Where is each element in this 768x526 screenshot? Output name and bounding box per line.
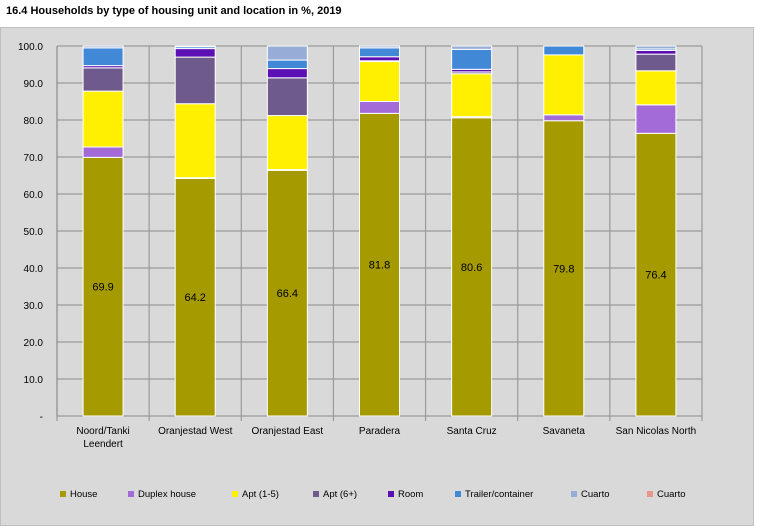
bar-segment-house (82, 156, 124, 417)
bar-segment-apt-1-5- (174, 103, 216, 179)
y-tick-label: 10.0 (24, 375, 44, 386)
y-tick-label: 70.0 (24, 153, 44, 164)
bar-segment-room (266, 68, 308, 79)
legend-label: Cuarto (657, 489, 686, 500)
legend-swatch (571, 491, 577, 497)
y-tick-label: 100.0 (18, 42, 43, 53)
x-tick-label: Leendert (83, 439, 123, 450)
legend-label: Cuarto (581, 489, 610, 500)
bar-segment-cuarto (451, 45, 493, 50)
bar-segment-house (174, 177, 216, 417)
legend-swatch (313, 491, 319, 497)
bar-segment-house (266, 169, 308, 417)
y-tick-label: 40.0 (24, 264, 44, 275)
bar-segment-room (359, 56, 400, 62)
legend-swatch (388, 491, 394, 497)
bar-segment-apt-6- (82, 67, 124, 92)
bar-segment-room (635, 49, 677, 55)
legend-swatch (232, 491, 238, 497)
x-tick-label: Savaneta (543, 426, 586, 437)
y-tick-label: 50.0 (24, 227, 44, 238)
legend-swatch (60, 491, 66, 497)
bar-segment-apt-1-5- (451, 73, 493, 118)
legend-swatch (455, 491, 461, 497)
data-label: 66.4 (277, 288, 298, 300)
bar-segment-trailer-container (82, 47, 124, 67)
y-tick-label: 90.0 (24, 79, 44, 90)
bar-segment-duplex-house (543, 114, 585, 122)
bar-segment-house (359, 112, 400, 417)
bar-segment-apt-6- (635, 53, 677, 72)
legend-label: Room (398, 489, 423, 500)
bar-segment-duplex-house (635, 104, 677, 134)
bar-segment-apt-6- (174, 56, 216, 105)
y-tick-label: 30.0 (24, 301, 44, 312)
legend-swatch (647, 491, 653, 497)
bar-segment-trailer-container (543, 45, 585, 56)
bar-segment-cuarto (359, 45, 400, 49)
bar-segment-apt-6- (266, 77, 308, 117)
data-label: 80.6 (461, 262, 482, 274)
x-tick-label: Paradera (359, 426, 401, 437)
chart-title: 16.4 Households by type of housing unit … (6, 5, 342, 17)
bar-segment-house (543, 120, 585, 417)
data-label: 81.8 (369, 260, 390, 272)
legend-label: Duplex house (138, 489, 196, 500)
y-tick-label: 60.0 (24, 190, 44, 201)
bar-segment-apt-1-5- (543, 54, 585, 116)
legend-label: House (70, 489, 97, 500)
data-label: 64.2 (185, 292, 206, 304)
data-label: 79.8 (553, 263, 574, 275)
x-tick-label: Oranjestad East (251, 426, 323, 437)
bar-segment-trailer-container (359, 47, 400, 58)
y-tick-label: 20.0 (24, 338, 44, 349)
legend-swatch (128, 491, 134, 497)
bar-segment-duplex-house (359, 101, 400, 114)
bar-segment-cuarto (82, 45, 124, 49)
bar-segment-cuarto (174, 45, 216, 48)
bar-segment-trailer-container (451, 48, 493, 70)
legend-label: Trailer/container (465, 489, 533, 500)
x-tick-label: San Nicolas North (616, 426, 697, 437)
bar-segment-house (635, 132, 677, 417)
bar-segment-room (174, 48, 216, 58)
bar-segment-apt-1-5- (635, 70, 677, 106)
y-tick-label: 80.0 (24, 116, 44, 127)
x-tick-label: Oranjestad West (158, 426, 233, 437)
bar-segment-cuarto (266, 45, 308, 61)
bar-segment-apt-1-5- (266, 115, 308, 171)
data-label: 69.9 (92, 282, 113, 294)
bar-segment-duplex-house (82, 146, 124, 158)
x-tick-label: Santa Cruz (447, 426, 497, 437)
bar-segment-apt-1-5- (359, 61, 400, 102)
x-tick-label: Noord/Tanki (76, 426, 129, 437)
bar-segment-cuarto (635, 45, 677, 50)
legend-label: Apt (6+) (323, 489, 357, 500)
bar-segment-house (451, 117, 493, 417)
y-tick-label: - (40, 412, 43, 423)
bar-segment-trailer-container (266, 59, 308, 70)
data-label: 76.4 (645, 270, 666, 282)
legend-label: Apt (1-5) (242, 489, 279, 500)
bar-segment-apt-1-5- (82, 90, 124, 148)
